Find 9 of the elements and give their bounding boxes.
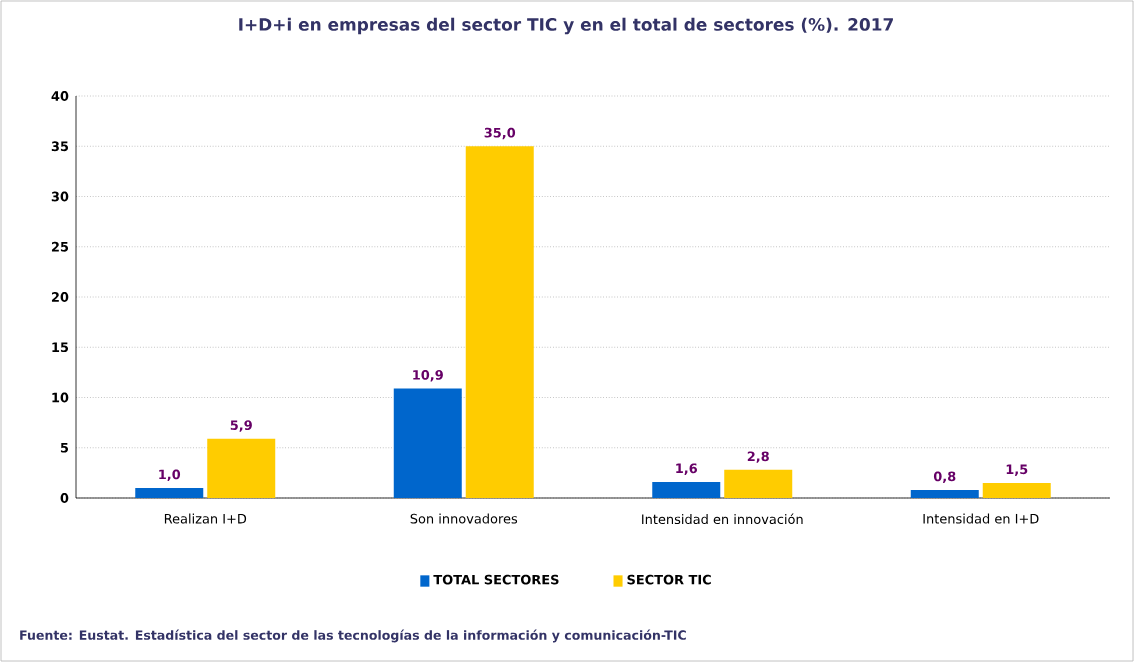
bar (982, 482, 1051, 498)
chart-title: I+D+i en empresas del sector TIC y en el total de sectores (%). 2017 (239, 17, 893, 35)
bar (652, 481, 721, 498)
bar (135, 487, 204, 498)
bar (724, 469, 793, 498)
bar (207, 438, 276, 498)
bar (465, 146, 534, 498)
bar (910, 489, 979, 498)
bar (393, 388, 462, 498)
